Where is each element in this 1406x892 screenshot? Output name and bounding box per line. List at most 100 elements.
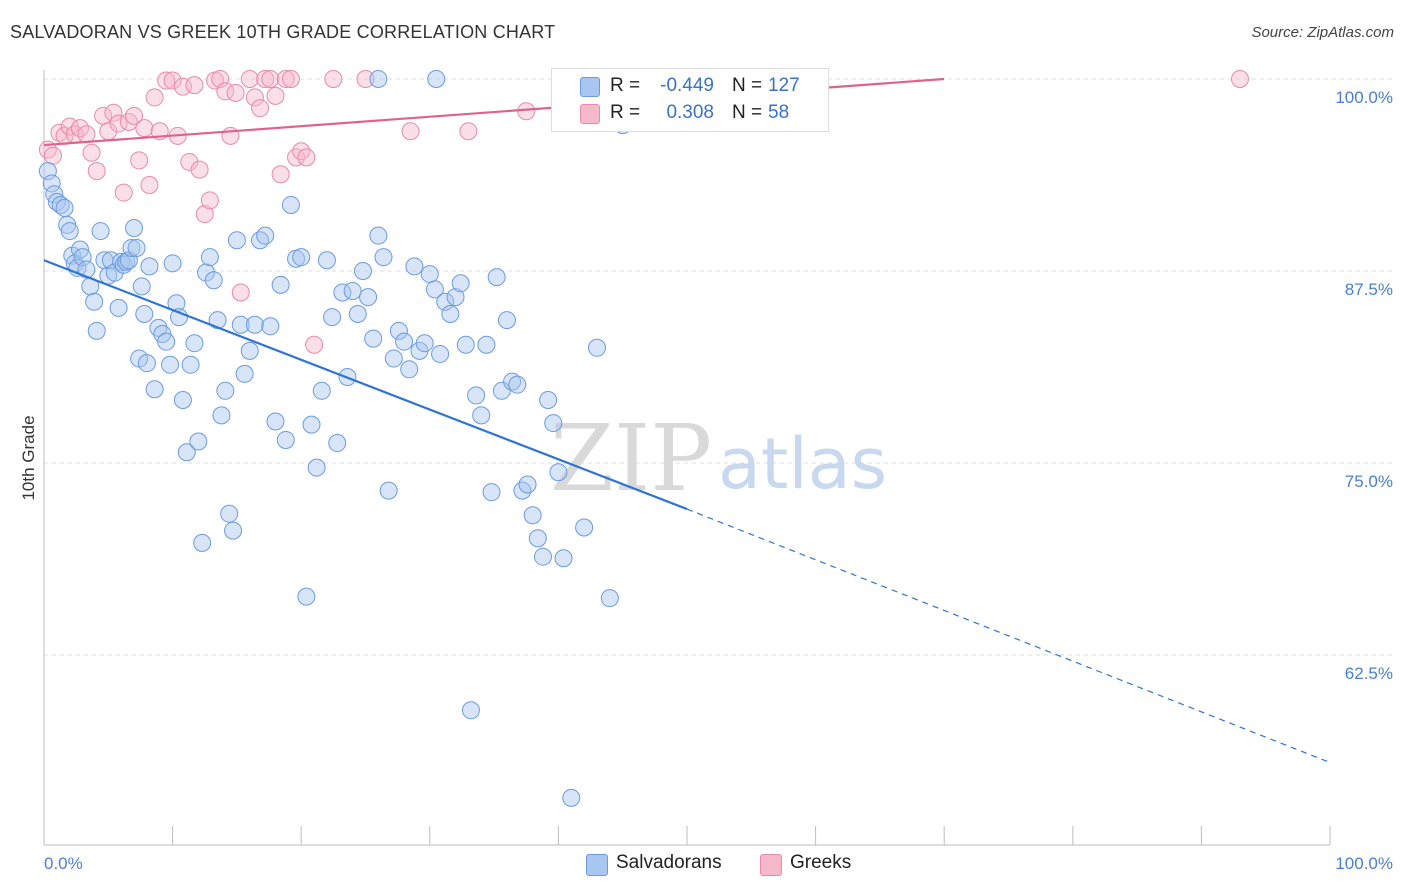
data-point-salvadorans [348, 305, 367, 324]
data-point-greeks [77, 125, 96, 144]
source-label: Source: ZipAtlas.com [1251, 24, 1394, 41]
data-point-salvadorans [323, 308, 342, 327]
greeks-legend-swatch [760, 854, 782, 876]
data-point-greeks [231, 283, 250, 302]
data-point-salvadorans [189, 432, 208, 451]
axes [43, 70, 1331, 846]
data-point-greeks [157, 71, 176, 90]
data-point-greeks [190, 160, 209, 179]
data-point-salvadorans [60, 222, 79, 241]
data-point-salvadorans [200, 248, 219, 267]
data-point-salvadorans [224, 521, 243, 540]
data-point-greeks [297, 148, 316, 167]
data-point-greeks [240, 70, 259, 88]
data-point-salvadorans [157, 332, 176, 351]
data-point-greeks [173, 77, 192, 96]
data-point-salvadorans [369, 226, 388, 245]
greeks-swatch [580, 104, 600, 124]
data-point-salvadorans [395, 332, 414, 351]
data-point-greeks [125, 106, 144, 125]
series-legend: Salvadorans Greeks [0, 852, 1406, 878]
data-point-salvadorans [212, 406, 231, 425]
data-point-salvadorans [109, 298, 128, 317]
data-point-salvadorans [420, 265, 439, 284]
data-point-salvadorans [353, 262, 372, 280]
data-point-salvadorans [503, 372, 522, 391]
data-point-greeks [356, 70, 375, 88]
data-point-salvadorans [292, 248, 311, 267]
data-point-salvadorans [55, 199, 74, 218]
data-point-greeks [245, 88, 264, 107]
data-point-salvadorans [216, 381, 235, 400]
y-tick-label: 62.5% [1345, 664, 1393, 683]
data-point-salvadorans [477, 335, 496, 354]
data-point-salvadorans [508, 375, 527, 394]
data-point-salvadorans [245, 315, 264, 334]
data-point-salvadorans [379, 481, 398, 500]
data-point-salvadorans [497, 311, 516, 330]
data-point-salvadorans [528, 529, 547, 548]
n-value: 58 [768, 102, 790, 123]
data-point-greeks [130, 151, 149, 170]
data-point-salvadorans [492, 381, 511, 400]
data-point-salvadorans [384, 349, 403, 368]
data-point-salvadorans [77, 260, 96, 279]
chart-title: SALVADORAN VS GREEK 10TH GRADE CORRELATI… [10, 22, 556, 42]
data-point-salvadorans [105, 263, 124, 282]
data-point-greeks [50, 123, 69, 142]
data-point-salvadorans [562, 788, 581, 807]
y-axis-label: 10th Grade [19, 415, 38, 500]
data-point-salvadorans [140, 257, 159, 276]
data-point-salvadorans [227, 231, 246, 250]
data-point-salvadorans [163, 254, 182, 273]
data-point-salvadorans [132, 277, 151, 296]
data-point-salvadorans [85, 292, 104, 311]
data-point-salvadorans [91, 222, 110, 241]
legend-row-salvadorans: R = -0.449 N = 127 [552, 73, 828, 101]
data-point-salvadorans [181, 355, 200, 374]
data-point-salvadorans [271, 275, 290, 294]
n-label: N = [732, 102, 763, 123]
data-point-greeks [44, 146, 63, 165]
data-point-greeks [251, 99, 270, 118]
data-point-greeks [281, 70, 300, 88]
data-point-salvadorans [431, 344, 450, 363]
data-point-salvadorans [317, 251, 336, 270]
data-point-salvadorans [451, 274, 470, 293]
data-point-greeks [305, 335, 324, 354]
data-point-salvadorans [364, 329, 383, 348]
series-salvadorans [38, 70, 632, 807]
x-tick-labels: 0.0% 100.0% [44, 854, 1393, 873]
data-point-salvadorans [533, 547, 552, 566]
data-point-salvadorans [170, 308, 189, 327]
data-point-salvadorans [137, 354, 156, 373]
r-label: R = [610, 75, 641, 96]
data-point-salvadorans [127, 238, 146, 257]
data-point-greeks [195, 205, 214, 224]
salvadorans-swatch [580, 77, 600, 97]
data-point-salvadorans [145, 380, 164, 399]
watermark: ZIP atlas [550, 405, 887, 512]
x-tick-label: 100.0% [1335, 854, 1393, 873]
data-point-salvadorans [235, 364, 254, 383]
data-point-greeks [114, 183, 133, 202]
data-point-greeks [324, 70, 343, 88]
data-point-greeks [140, 175, 159, 194]
data-point-salvadorans [208, 311, 227, 330]
data-point-salvadorans [415, 334, 434, 353]
data-point-greeks [256, 70, 275, 88]
data-point-greeks [1230, 70, 1249, 88]
y-tick-labels: 100.0% 87.5% 75.0% 62.5% [1335, 88, 1393, 683]
data-point-greeks [180, 152, 199, 171]
y-tick-label: 87.5% [1345, 280, 1393, 299]
data-point-salvadorans [587, 338, 606, 357]
data-point-salvadorans [220, 504, 239, 523]
data-point-salvadorans [173, 391, 192, 410]
data-point-salvadorans [518, 475, 537, 494]
data-point-salvadorans [575, 518, 594, 537]
data-point-salvadorans [549, 463, 568, 482]
data-point-salvadorans [177, 443, 196, 462]
legend-row-greeks: R = 0.308 N = 58 [552, 100, 828, 128]
data-point-salvadorans [297, 587, 316, 606]
data-point-greeks [185, 76, 204, 95]
